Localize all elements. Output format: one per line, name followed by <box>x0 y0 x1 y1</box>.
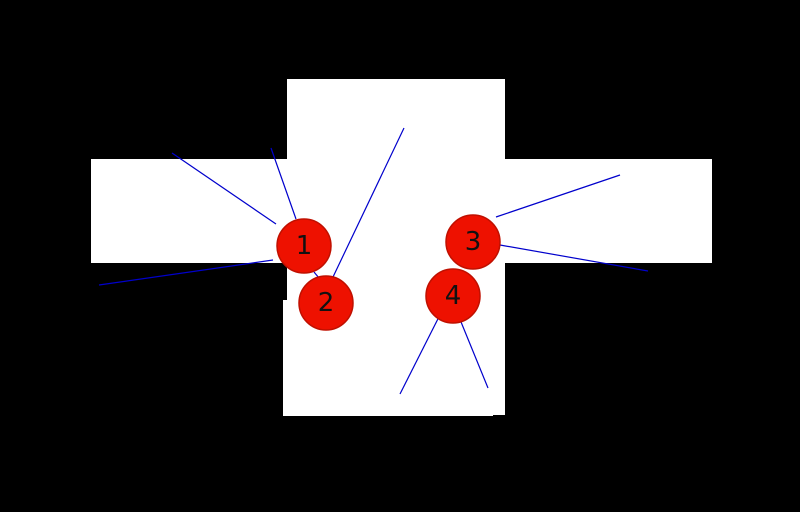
token-2[interactable]: 2 <box>298 275 354 331</box>
token-1[interactable]: 1 <box>276 218 332 274</box>
ray-1a <box>171 152 277 225</box>
floor-map <box>91 79 712 416</box>
token-4-label: 4 <box>445 281 462 311</box>
ray-1c <box>98 259 274 286</box>
token-4[interactable]: 4 <box>425 268 481 324</box>
token-3[interactable]: 3 <box>445 214 501 270</box>
token-2-label: 2 <box>318 288 335 318</box>
room-left <box>91 159 291 263</box>
token-3-label: 3 <box>465 227 482 257</box>
ray-3b <box>499 244 649 272</box>
ray-3a <box>495 174 621 218</box>
token-1-label: 1 <box>296 231 313 261</box>
ray-2a <box>332 127 405 278</box>
room-right <box>500 159 712 263</box>
ray-1b <box>270 147 297 220</box>
